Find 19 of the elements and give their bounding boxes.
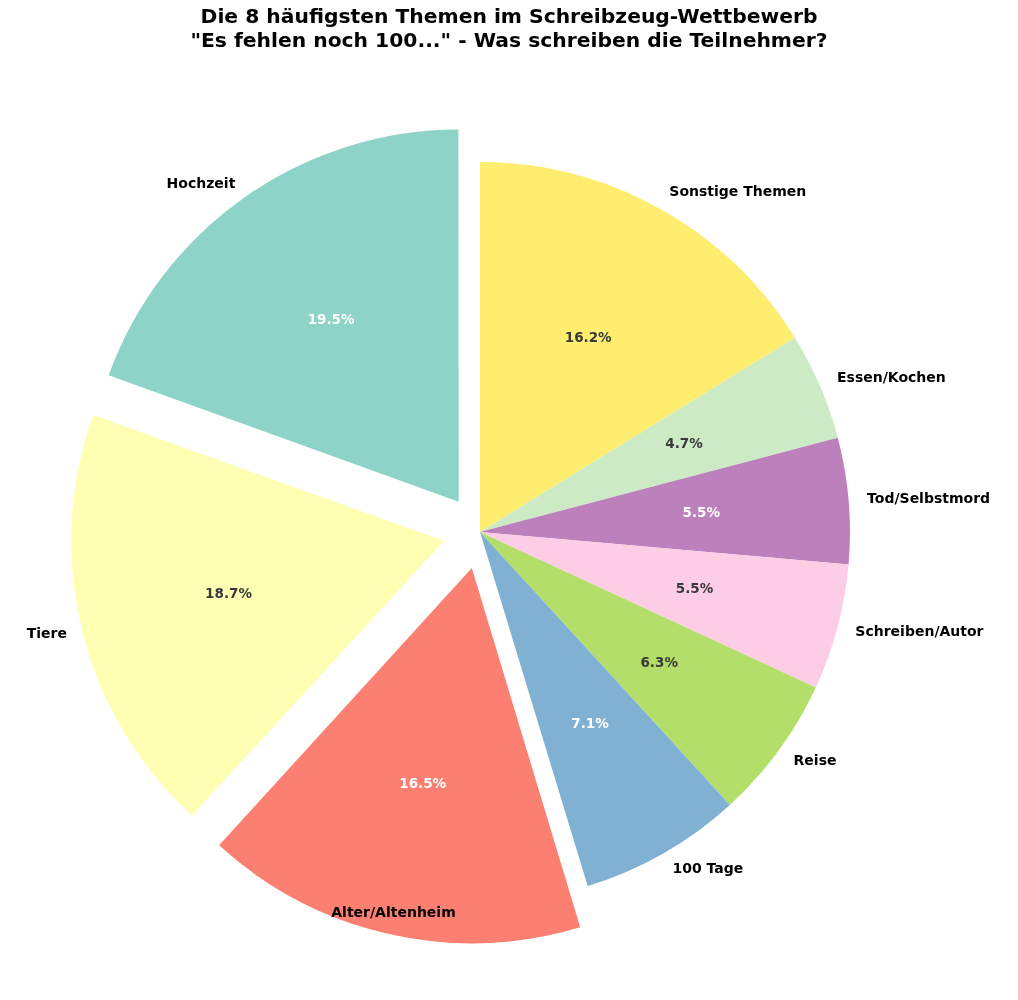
data-label: 16.2% xyxy=(564,328,613,345)
slice-label: Reise xyxy=(793,751,837,768)
data-label: 18.7% xyxy=(205,584,253,601)
data-label: 16.5% xyxy=(399,775,447,792)
data-label: 6.3% xyxy=(640,653,679,670)
slice-label: Essen/Kochen xyxy=(837,369,946,386)
slice-label: Sonstige Themen xyxy=(669,183,807,200)
data-label: 4.7% xyxy=(665,434,704,451)
data-label: 5.5% xyxy=(682,503,721,520)
data-label: 7.1% xyxy=(571,715,610,732)
chart-title: Die 8 häufigsten Themen im Schreibzeug-Wettbewerb "Es fehlen noch 100..." - Was schreiben die Teilnehmer? xyxy=(189,4,829,52)
slice-label: 100 Tage xyxy=(672,860,744,877)
slice-label: Schreiben/Autor xyxy=(855,622,984,639)
data-label: 19.5% xyxy=(307,310,355,327)
slice-label: Alter/Altenheim xyxy=(331,903,456,920)
slice-label: Tiere xyxy=(26,624,67,641)
slice-label: Tod/Selbstmord xyxy=(867,489,991,506)
slice-label: Hochzeit xyxy=(166,174,236,191)
data-label: 5.5% xyxy=(675,579,714,596)
